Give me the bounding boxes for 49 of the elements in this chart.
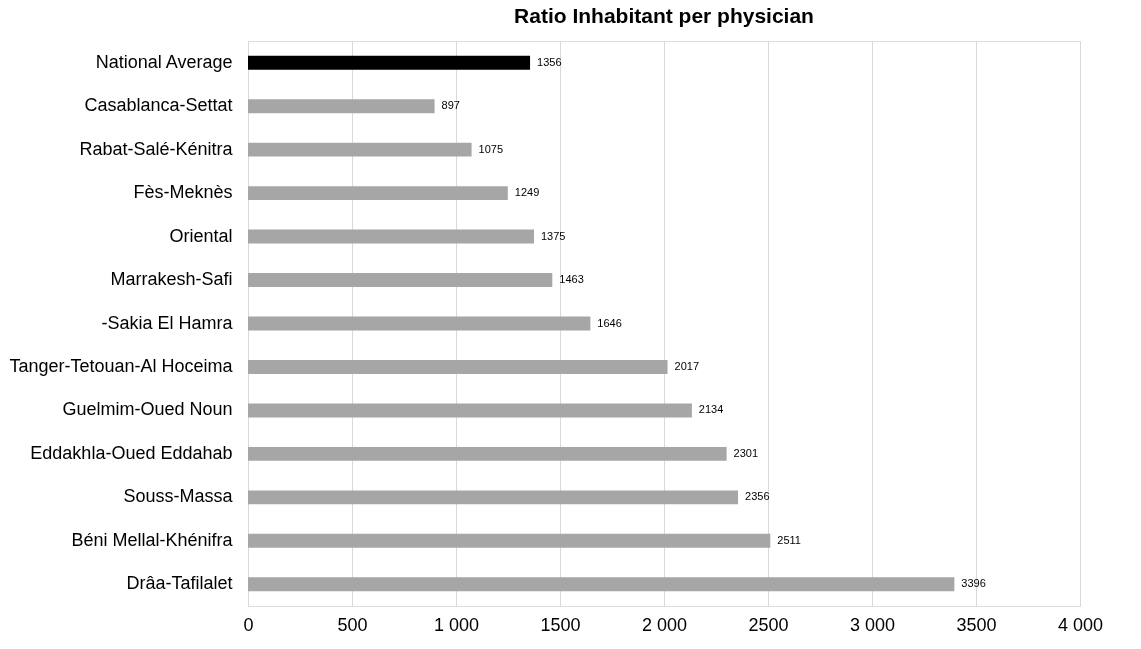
x-tick-label: 2500 [748,614,789,635]
y-tick-label: Oriental [169,225,233,246]
x-tick-label: 4 000 [1057,614,1104,635]
y-tick-label: Rabat-Salé-Kénitra [79,138,234,159]
bar [248,446,727,461]
x-tick-label: 500 [337,614,368,635]
data-label: 1375 [541,229,566,242]
y-tick-label: National Average [95,51,233,72]
data-label: 1075 [478,142,504,155]
bar [248,316,591,331]
bar [248,55,531,70]
bar [248,142,472,157]
y-tick-label: Béni Mellal-Khénifra [71,529,234,550]
data-label: 2017 [674,359,700,372]
x-tick-label: 3 000 [849,614,896,635]
x-tick-label: 1500 [540,614,581,635]
data-label: 2301 [733,446,759,459]
x-tick-label: 1 000 [433,614,480,635]
bar [248,490,739,505]
bar [248,403,692,418]
bar [248,99,435,114]
bar [248,360,668,374]
y-tick-label: Souss-Massa [123,486,234,507]
chart-title: Ratio Inhabitant per physician [514,4,814,27]
data-label: 2511 [777,533,801,546]
y-tick-label: Tanger-Tetouan-Al Hoceima [9,355,234,376]
y-tick-label: Fès-Meknès [133,182,233,203]
data-label: 2356 [745,490,770,503]
bar [248,229,534,244]
y-tick-label: Casablanca-Settat [84,95,233,116]
x-tick-label: 2 000 [641,614,688,635]
y-tick-label: Marrakesh-Safi [110,269,233,290]
x-tick-label: 3500 [956,614,997,635]
bar [248,533,771,548]
data-label: 1646 [597,316,622,329]
bar [248,577,955,592]
y-tick-label: Drâa-Tafilalet [126,573,233,594]
data-label: 897 [441,99,460,112]
data-label: 1356 [537,55,562,68]
bar [248,273,553,287]
y-tick-label: -Sakia El Hamra [101,312,234,333]
data-label: 1463 [559,273,584,286]
data-label: 1249 [514,186,540,199]
data-label: 2134 [698,403,724,416]
x-tick-label: 0 [243,614,254,635]
data-label: 3396 [961,577,986,590]
y-tick-label: Eddakhla-Oued Eddahab [30,442,233,463]
y-tick-label: Guelmim-Oued Noun [62,399,233,420]
bar [248,186,508,201]
